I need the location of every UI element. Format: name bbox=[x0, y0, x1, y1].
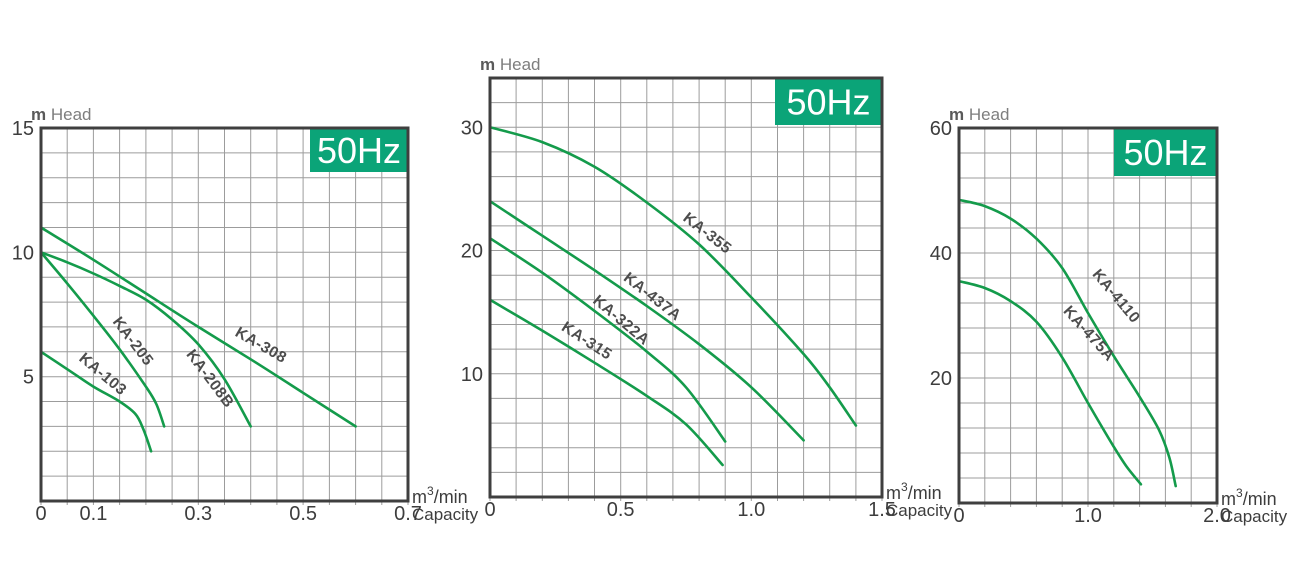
y-axis-unit: m bbox=[31, 105, 46, 124]
curve-KA-322A bbox=[488, 236, 727, 443]
frequency-badge bbox=[1114, 128, 1217, 176]
x-axis-unit: m3/min bbox=[1221, 486, 1277, 509]
x-axis-unit: m3/min bbox=[412, 484, 468, 507]
x-tick-label-0: 0 bbox=[35, 503, 46, 525]
y-tick-label-30: 30 bbox=[461, 117, 483, 139]
frequency-badge-label: 50Hz bbox=[786, 82, 870, 123]
x-tick-label-1.0: 1.0 bbox=[737, 499, 765, 521]
curve-KA-437A bbox=[488, 199, 805, 442]
x-axis-unit: m3/min bbox=[886, 480, 942, 503]
x-axis-title: Capacity bbox=[1221, 507, 1288, 526]
grid bbox=[41, 128, 408, 501]
y-axis-unit: m bbox=[480, 55, 495, 74]
x-axis-title: Capacity bbox=[412, 505, 479, 524]
y-tick-label-20: 20 bbox=[461, 241, 483, 263]
x-axis-title: Capacity bbox=[886, 501, 953, 520]
plot-frame bbox=[39, 126, 410, 503]
curve-KA-355 bbox=[488, 126, 858, 427]
curve-KA-103 bbox=[39, 350, 153, 453]
plot-frame bbox=[957, 126, 1219, 505]
x-tick-label-0.3: 0.3 bbox=[184, 503, 212, 525]
y-tick-label-5: 5 bbox=[23, 367, 34, 389]
y-tick-label-20: 20 bbox=[930, 368, 952, 390]
plot-frame bbox=[488, 76, 884, 499]
x-tick-label-0.5: 0.5 bbox=[607, 499, 635, 521]
y-tick-label-60: 60 bbox=[930, 118, 952, 140]
grid bbox=[490, 78, 882, 497]
curve-KA-308 bbox=[39, 226, 357, 428]
y-tick-label-15: 15 bbox=[12, 118, 34, 140]
frequency-badge bbox=[775, 78, 882, 125]
x-tick-label-1.5: 1.5 bbox=[868, 499, 896, 521]
x-tick-label-1.0: 1.0 bbox=[1074, 505, 1102, 527]
curve-label-KA-205: KA-205 bbox=[109, 314, 157, 369]
x-tick-label-0.7: 0.7 bbox=[394, 503, 422, 525]
curve-KA-315 bbox=[488, 298, 724, 467]
frequency-badge-label: 50Hz bbox=[1123, 132, 1207, 173]
y-tick-label-40: 40 bbox=[930, 243, 952, 265]
curve-KA-205 bbox=[39, 251, 166, 428]
y-axis-title: m Head bbox=[480, 55, 541, 74]
x-tick-label-0.5: 0.5 bbox=[289, 503, 317, 525]
curve-label-KA-4110: KA-4110 bbox=[1089, 266, 1144, 326]
x-tick-label-0: 0 bbox=[484, 499, 495, 521]
x-tick-label-0.1: 0.1 bbox=[80, 503, 108, 525]
y-axis-title: m Head bbox=[31, 105, 92, 124]
frequency-badge bbox=[310, 128, 408, 172]
x-tick-label-0: 0 bbox=[953, 505, 964, 527]
x-tick-label-2.0: 2.0 bbox=[1203, 505, 1231, 527]
y-axis-word: Head bbox=[964, 105, 1009, 124]
y-axis-unit: m bbox=[949, 105, 964, 124]
frequency-badge-label: 50Hz bbox=[317, 130, 401, 171]
y-tick-label-10: 10 bbox=[12, 242, 34, 264]
curve-KA-475A bbox=[957, 279, 1143, 486]
y-axis-title: m Head bbox=[949, 105, 1010, 124]
curve-label-KA-308: KA-308 bbox=[232, 324, 289, 367]
curve-KA-208B bbox=[39, 251, 252, 428]
y-tick-label-10: 10 bbox=[461, 364, 483, 386]
y-axis-word: Head bbox=[495, 55, 540, 74]
y-axis-word: Head bbox=[46, 105, 91, 124]
curve-KA-4110 bbox=[957, 198, 1177, 488]
